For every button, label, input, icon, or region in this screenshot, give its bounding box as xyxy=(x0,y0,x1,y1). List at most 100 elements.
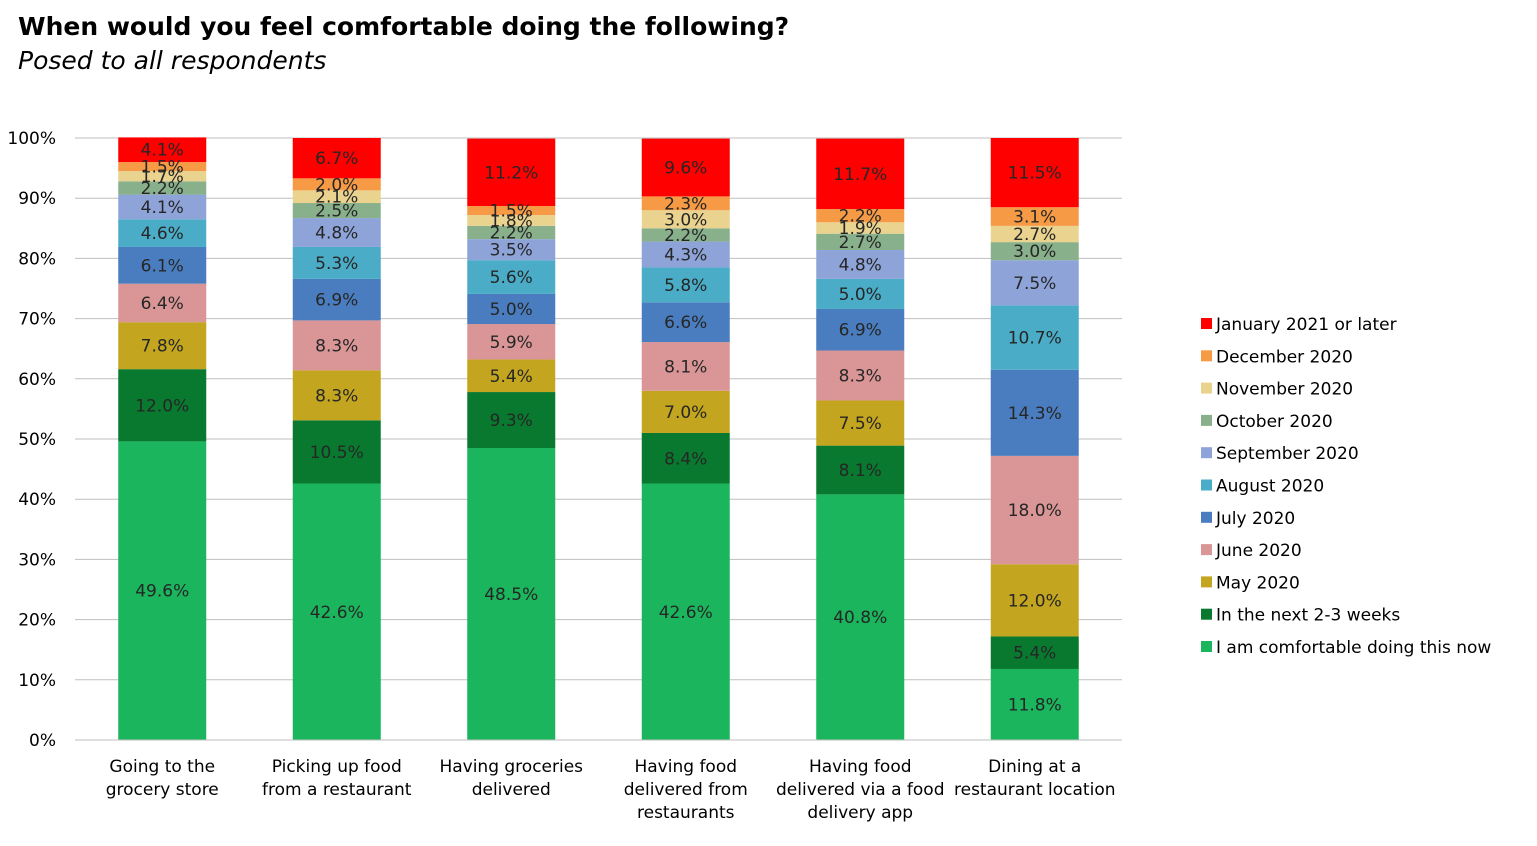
y-tick-label: 70% xyxy=(18,310,56,330)
legend-swatch xyxy=(1201,576,1212,588)
data-label: 2.2% xyxy=(664,226,707,246)
data-label: 2.2% xyxy=(141,179,184,199)
data-label: 4.8% xyxy=(315,224,358,244)
bar-segment xyxy=(641,342,730,391)
data-label: 7.5% xyxy=(839,414,882,434)
legend: January 2021 or later December 2020 Novemb… xyxy=(1201,315,1491,658)
bar-segment xyxy=(467,215,556,226)
bar-segment xyxy=(641,302,730,343)
x-axis: Going to the grocery store Picking up food… xyxy=(75,739,1122,823)
data-label: 4.1% xyxy=(141,198,184,218)
data-label: 1.7% xyxy=(141,167,184,187)
y-tick-label: 50% xyxy=(18,430,56,450)
bar-segment xyxy=(990,225,1079,243)
y-tick-label: 20% xyxy=(18,611,56,631)
bar-segment xyxy=(118,441,207,740)
bar-segment xyxy=(292,278,381,321)
data-label: 40.8% xyxy=(833,608,887,628)
bar-segment xyxy=(641,483,730,740)
legend-label: In the next 2-3 weeks xyxy=(1216,606,1400,626)
data-label: 4.1% xyxy=(141,141,184,161)
bar-segment xyxy=(816,138,905,210)
x-tick-label: Going to the grocery store xyxy=(106,757,219,800)
gridlines xyxy=(75,137,1122,681)
data-label: 18.0% xyxy=(1008,501,1062,521)
data-label: 5.6% xyxy=(490,268,533,288)
bar-segment xyxy=(641,390,730,433)
legend-label: September 2020 xyxy=(1216,444,1359,464)
bar-segment xyxy=(467,448,556,740)
x-tick-label: Having food delivered from restaurants xyxy=(624,757,748,823)
x-tick-label: Picking up food from a restaurant xyxy=(262,757,412,800)
data-label: 42.6% xyxy=(659,603,713,623)
data-label: 2.3% xyxy=(664,194,707,214)
data-label: 6.1% xyxy=(141,256,184,276)
data-label: 8.3% xyxy=(315,336,358,356)
bar-segment xyxy=(990,138,1079,208)
data-label: 10.7% xyxy=(1008,329,1062,349)
y-tick-label: 30% xyxy=(18,550,56,570)
bar-segment xyxy=(641,241,730,268)
data-label: 12.0% xyxy=(135,396,189,416)
legend-label: November 2020 xyxy=(1216,380,1353,400)
data-label: 10.5% xyxy=(310,443,364,463)
bar-segment xyxy=(118,219,207,247)
bar-segment xyxy=(641,267,730,303)
data-label: 8.4% xyxy=(664,449,707,469)
bar-segment xyxy=(990,564,1079,637)
bar-segment xyxy=(467,392,556,449)
data-label: 6.4% xyxy=(141,294,184,314)
bar-segment xyxy=(467,239,556,261)
data-label: 1.8% xyxy=(490,211,533,231)
bar-segment xyxy=(816,494,905,740)
bar-segment xyxy=(816,233,905,250)
legend-swatch xyxy=(1201,382,1212,394)
bar-segment xyxy=(118,246,207,284)
bar-segment xyxy=(292,138,381,179)
bar-segment xyxy=(292,203,381,219)
data-label: 5.8% xyxy=(664,276,707,296)
data-label: 8.1% xyxy=(839,461,882,481)
data-label: 4.6% xyxy=(141,224,184,244)
x-tick-label: Having food delivered via a food delivery … xyxy=(776,757,945,823)
bar-segment xyxy=(990,260,1079,306)
legend-swatch xyxy=(1201,641,1212,652)
bar-segment xyxy=(118,137,207,163)
bar-segment xyxy=(816,308,905,351)
bar-segment xyxy=(641,228,730,242)
bar-segment xyxy=(990,455,1079,565)
bar-segment xyxy=(292,320,381,371)
data-label: 2.0% xyxy=(315,175,358,195)
y-tick-label: 100% xyxy=(7,129,56,149)
data-label: 6.7% xyxy=(315,149,358,169)
bar-segment xyxy=(118,181,207,195)
data-label: 7.8% xyxy=(141,337,184,357)
legend-swatch xyxy=(1201,479,1212,491)
data-label: 11.8% xyxy=(1008,695,1062,715)
data-label: 3.5% xyxy=(490,241,533,261)
data-label: 14.3% xyxy=(1008,404,1062,424)
data-label: 1.9% xyxy=(839,219,882,239)
data-label: 5.9% xyxy=(490,333,533,353)
bar-segment xyxy=(118,171,207,182)
bar-segment xyxy=(816,249,905,279)
data-label: 11.5% xyxy=(1008,164,1062,184)
y-tick-label: 60% xyxy=(18,370,56,390)
x-tick-label: Dining at a restaurant location xyxy=(954,757,1116,800)
data-label: 2.7% xyxy=(1013,225,1056,245)
bar-segment xyxy=(990,207,1079,226)
bar-segment xyxy=(641,210,730,229)
y-tick-label: 0% xyxy=(29,731,56,751)
legend-swatch xyxy=(1201,447,1212,459)
data-label: 8.3% xyxy=(315,386,358,406)
bar-segment xyxy=(467,359,556,393)
bar-segment xyxy=(292,483,381,740)
bar-segment xyxy=(990,668,1079,740)
bar-segment xyxy=(816,445,905,495)
data-label: 12.0% xyxy=(1008,591,1062,611)
bar-segment xyxy=(467,324,556,360)
bar-segment xyxy=(816,400,905,446)
data-label: 9.6% xyxy=(664,158,707,178)
data-label: 3.0% xyxy=(664,210,707,230)
data-label: 8.1% xyxy=(664,357,707,377)
